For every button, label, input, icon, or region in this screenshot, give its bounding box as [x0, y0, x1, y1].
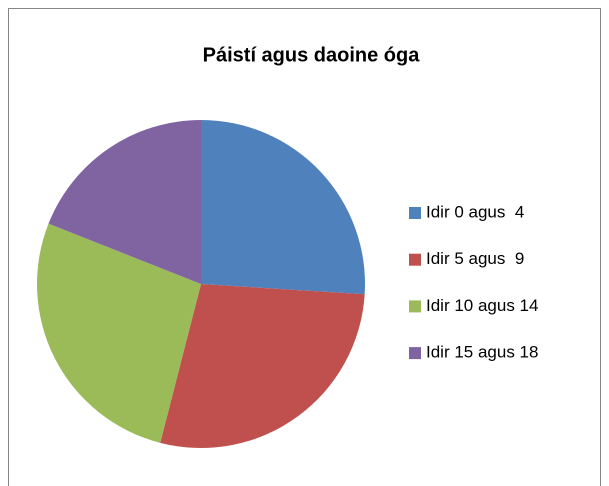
legend-label: Idir 0 agus 4 — [426, 202, 524, 221]
pie-slice — [37, 223, 201, 443]
legend-swatch — [409, 347, 421, 360]
pie-slice — [201, 120, 365, 295]
legend-label: Idir 10 agus 14 — [426, 296, 538, 315]
chart-title: Páistí agus daoine óga — [203, 44, 421, 66]
legend-swatch — [409, 253, 421, 266]
legend-swatch — [409, 207, 421, 219]
legend-label: Idir 5 agus 9 — [426, 249, 524, 268]
pie-slice — [160, 284, 365, 448]
legend-swatch — [409, 300, 421, 313]
legend-label: Idir 15 agus 18 — [426, 343, 538, 362]
pie-slice — [48, 119, 201, 284]
